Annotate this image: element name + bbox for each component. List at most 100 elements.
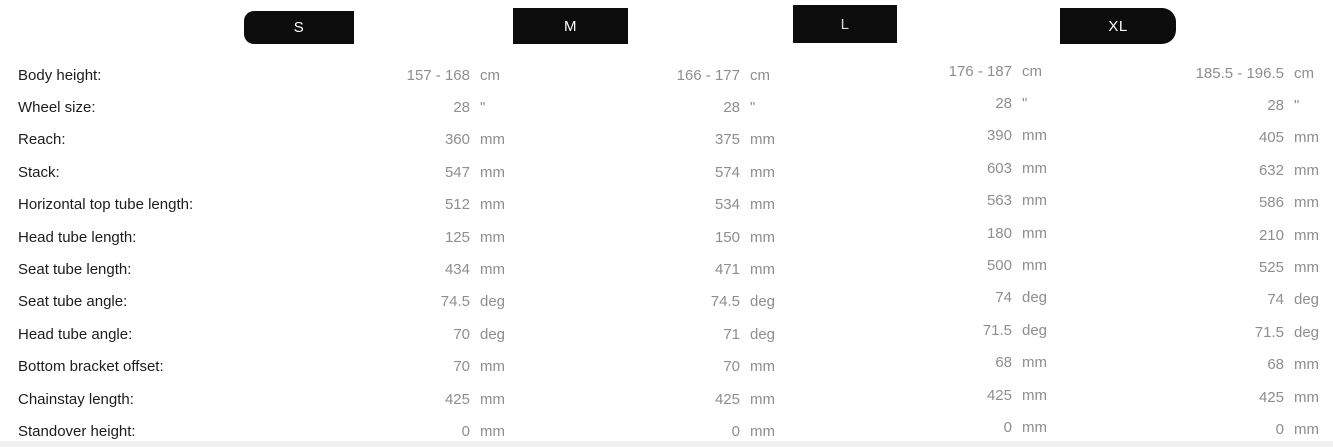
unit-m: cm (750, 66, 770, 84)
unit-s: deg (480, 293, 506, 311)
unit-xl: mm (1294, 161, 1319, 179)
value-xl: 0 (1275, 420, 1284, 438)
row-label: Body height: (18, 66, 102, 84)
unit-l: mm (1022, 127, 1047, 145)
row-label: Seat tube length: (18, 261, 132, 279)
unit-m: mm (750, 163, 775, 181)
value-xl: 405 (1258, 129, 1284, 147)
value-xl: 632 (1258, 161, 1284, 179)
value-s: 0 (461, 422, 470, 440)
unit-s: mm (480, 163, 505, 181)
unit-s: mm (480, 261, 505, 279)
unit-l: cm (1022, 62, 1042, 80)
value-l: 0 (1003, 418, 1012, 436)
size-tab-s[interactable]: S (244, 11, 354, 44)
table-row-head-tube-angle: Head tube angle: 70 deg 71 deg 71.5 deg … (0, 318, 1333, 350)
table-row-body-height: Body height: 157 - 168 cm 166 - 177 cm 1… (0, 59, 1333, 91)
value-m: 425 (714, 390, 740, 408)
value-s: 512 (444, 196, 470, 214)
row-label: Wheel size: (18, 99, 96, 117)
row-label: Head tube length: (18, 228, 137, 246)
unit-l: mm (1022, 192, 1047, 210)
value-s: 125 (444, 228, 470, 246)
value-l: 68 (995, 354, 1012, 372)
table-row-seat-tube-length: Seat tube length: 434 mm 471 mm 500 mm 5… (0, 253, 1333, 285)
value-m: 71 (723, 325, 740, 343)
unit-xl: mm (1294, 388, 1319, 406)
value-s: 547 (444, 163, 470, 181)
value-s: 74.5 (440, 293, 470, 311)
value-l: 74 (995, 289, 1012, 307)
unit-xl: mm (1294, 194, 1319, 212)
unit-xl: deg (1294, 323, 1320, 341)
value-m: 534 (714, 196, 740, 214)
value-m: 0 (731, 422, 740, 440)
unit-l: " (1022, 95, 1028, 113)
value-l: 390 (986, 127, 1012, 145)
unit-m: mm (750, 422, 775, 440)
table-row-bottom-bracket-offset: Bottom bracket offset: 70 mm 70 mm 68 mm… (0, 351, 1333, 383)
row-label: Chainstay length: (18, 390, 134, 408)
unit-l: mm (1022, 386, 1047, 404)
unit-l: mm (1022, 159, 1047, 177)
unit-m: mm (750, 196, 775, 214)
unit-m: deg (750, 293, 776, 311)
unit-l: mm (1022, 354, 1047, 372)
value-xl: 68 (1267, 356, 1284, 374)
size-tab-m[interactable]: M (513, 8, 628, 44)
unit-xl: mm (1294, 259, 1319, 277)
unit-m: mm (750, 131, 775, 149)
value-l: 71.5 (982, 321, 1012, 339)
size-tab-l[interactable]: L (793, 5, 897, 43)
unit-xl: mm (1294, 226, 1319, 244)
row-label: Stack: (18, 163, 60, 181)
value-s: 360 (444, 131, 470, 149)
table-row-reach: Reach: 360 mm 375 mm 390 mm 405 mm (0, 124, 1333, 156)
table-row-standover-height: Standover height: 0 mm 0 mm 0 mm 0 mm (0, 415, 1333, 447)
unit-m: mm (750, 390, 775, 408)
size-tab-xl[interactable]: XL (1060, 8, 1176, 44)
value-s: 28 (453, 99, 470, 117)
value-xl: 74 (1267, 291, 1284, 309)
unit-s: mm (480, 131, 505, 149)
unit-l: mm (1022, 257, 1047, 275)
unit-l: deg (1022, 321, 1048, 339)
value-xl: 71.5 (1254, 323, 1284, 341)
bottom-divider (0, 441, 1333, 447)
size-tab-xl-label: XL (1108, 17, 1128, 35)
unit-s: mm (480, 390, 505, 408)
value-s: 434 (444, 261, 470, 279)
value-s: 157 - 168 (406, 66, 470, 84)
row-label: Reach: (18, 131, 66, 149)
value-m: 471 (714, 261, 740, 279)
table-row-head-tube-length: Head tube length: 125 mm 150 mm 180 mm 2… (0, 221, 1333, 253)
table-row-stack: Stack: 547 mm 574 mm 603 mm 632 mm (0, 156, 1333, 188)
value-xl: 586 (1258, 194, 1284, 212)
value-xl: 28 (1267, 97, 1284, 115)
row-label: Seat tube angle: (18, 293, 128, 311)
unit-l: mm (1022, 418, 1047, 436)
value-m: 28 (723, 99, 740, 117)
value-l: 180 (986, 224, 1012, 242)
row-label: Bottom bracket offset: (18, 358, 164, 376)
unit-xl: mm (1294, 129, 1319, 147)
unit-s: mm (480, 228, 505, 246)
value-s: 425 (444, 390, 470, 408)
unit-xl: cm (1294, 64, 1314, 82)
table-row-seat-tube-angle: Seat tube angle: 74.5 deg 74.5 deg 74 de… (0, 286, 1333, 318)
value-m: 74.5 (710, 293, 740, 311)
unit-xl: deg (1294, 291, 1320, 309)
value-l: 28 (995, 95, 1012, 113)
table-row-wheel-size: Wheel size: 28 " 28 " 28 " 28 " (0, 91, 1333, 123)
value-m: 574 (714, 163, 740, 181)
value-m: 375 (714, 131, 740, 149)
spec-table: Body height: 157 - 168 cm 166 - 177 cm 1… (0, 59, 1333, 447)
table-row-chainstay-length: Chainstay length: 425 mm 425 mm 425 mm 4… (0, 383, 1333, 415)
row-label: Head tube angle: (18, 325, 133, 343)
size-tab-m-label: M (564, 17, 577, 35)
unit-s: mm (480, 422, 505, 440)
unit-l: deg (1022, 289, 1048, 307)
unit-s: " (480, 99, 486, 117)
unit-xl: mm (1294, 356, 1319, 374)
